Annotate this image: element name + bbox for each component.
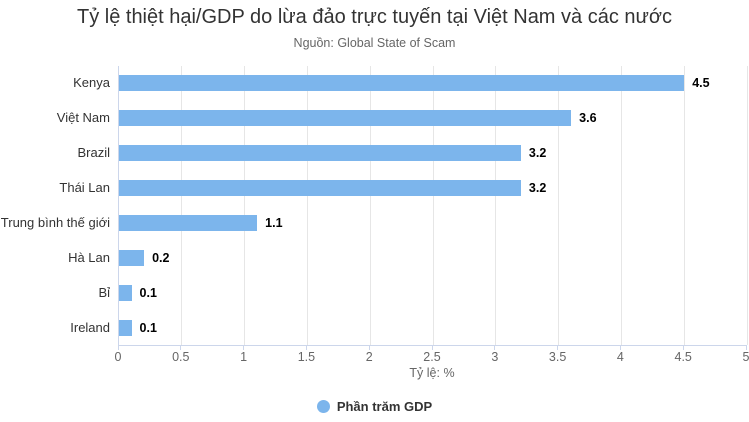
bar-value-label: 0.1 — [139, 320, 157, 335]
x-tick-mark — [368, 345, 370, 350]
category-label: Bỉ — [98, 284, 110, 300]
bar-7[interactable] — [119, 319, 132, 336]
bar-value-label: 1.1 — [265, 215, 283, 230]
chart-subtitle: Nguồn: Global State of Scam — [293, 36, 456, 50]
x-tick-mark — [305, 345, 307, 350]
gridline — [495, 66, 497, 345]
x-tick-label: 1.5 — [297, 350, 316, 364]
category-label: Thái Lan — [59, 180, 110, 196]
x-tick-mark — [745, 345, 747, 350]
legend-item-phan-tram-gdp[interactable]: Phần trăm GDP — [0, 396, 749, 416]
x-tick-mark — [557, 345, 559, 350]
category-label: Ireland — [70, 319, 110, 335]
bar-value-label: 3.2 — [528, 146, 547, 161]
bar-5[interactable] — [119, 249, 145, 266]
bar-3[interactable] — [119, 180, 521, 197]
gridline — [432, 66, 434, 345]
category-label: Brazil — [77, 145, 110, 161]
gridline — [181, 66, 183, 345]
gridline — [306, 66, 308, 345]
bar-value-label: 3.6 — [579, 111, 597, 126]
gridline — [683, 66, 685, 345]
bar-value-label: 4.5 — [692, 76, 710, 91]
x-tick-label: 2.5 — [423, 350, 441, 364]
bar-1[interactable] — [119, 110, 572, 127]
legend-label: Phần trăm GDP — [336, 398, 433, 414]
x-tick-label: 0.5 — [172, 350, 190, 364]
category-label: Hà Lan — [68, 249, 110, 265]
x-tick-mark — [117, 345, 119, 350]
gridline — [369, 66, 371, 345]
bar-2[interactable] — [119, 145, 521, 162]
plot-area: 4.5 3.6 3.2 3.2 1.1 0.2 0.1 0.1 — [118, 66, 748, 346]
x-axis-title: Tỷ lệ: % — [409, 366, 455, 380]
x-tick-mark — [180, 345, 182, 350]
x-tick-label: 1 — [240, 350, 248, 364]
x-tick-label: 5 — [742, 350, 749, 364]
bar-6[interactable] — [119, 284, 132, 301]
x-tick-mark — [431, 345, 433, 350]
y-axis-category-labels: Kenya Việt Nam Brazil Thái Lan Trung bình th… — [0, 66, 110, 345]
category-label: Trung bình thế giới — [0, 214, 110, 230]
bar-0[interactable] — [119, 75, 685, 92]
category-label: Kenya — [73, 75, 110, 91]
category-label: Việt Nam — [56, 110, 110, 126]
x-tick-mark — [494, 345, 496, 350]
bar-value-label: 3.2 — [528, 181, 547, 196]
gridline — [746, 66, 748, 345]
x-tick-label: 2 — [365, 350, 373, 364]
bar-value-label: 0.1 — [139, 285, 157, 300]
legend-marker-circle-icon — [316, 399, 330, 413]
x-axis: 0 0.5 1 1.5 2 2.5 3 3.5 4 4.5 5 — [114, 345, 749, 385]
x-tick-mark — [243, 345, 245, 350]
x-tick-label: 4.5 — [674, 350, 692, 364]
x-tick-label: 3.5 — [548, 350, 567, 364]
gridline — [620, 66, 622, 345]
gridline — [244, 66, 246, 345]
bar-4[interactable] — [119, 214, 258, 231]
x-tick-label: 0 — [114, 350, 122, 364]
x-tick-label: 4 — [616, 350, 624, 364]
x-tick-label: 3 — [491, 350, 499, 364]
bar-value-label: 0.2 — [152, 250, 170, 265]
chart-title: Tỷ lệ thiệt hại/GDP do lừa đảo trực tuyế… — [76, 6, 673, 28]
gridline — [558, 66, 560, 345]
x-tick-mark — [619, 345, 621, 350]
x-tick-mark — [682, 345, 684, 350]
